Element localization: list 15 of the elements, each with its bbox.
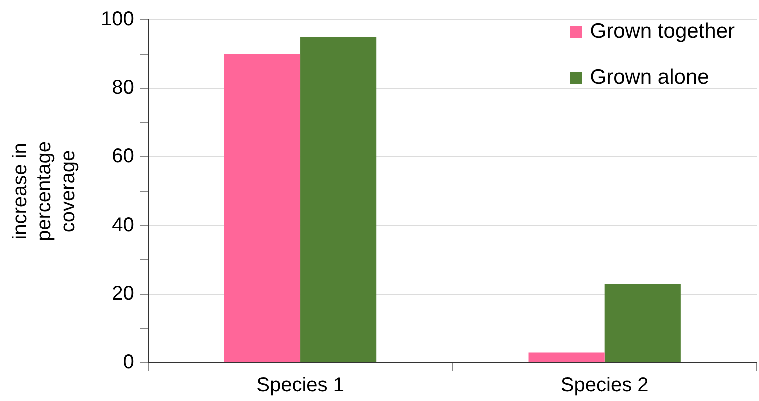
bar [528,352,605,362]
bar [224,54,301,362]
y-axis-title: increase in percentage coverage [10,141,80,242]
y-tick-label: 20 [112,282,134,305]
x-tick-label: Species 2 [560,374,649,397]
y-tick-label: 80 [112,77,134,100]
bar [604,284,681,362]
legend-label: Grown alone [590,66,710,90]
y-tick-label: 40 [112,214,134,236]
bar [300,37,377,362]
y-tick-label: 60 [112,146,134,168]
y-tick-label: 100 [100,8,134,31]
x-tick-label: Species 1 [256,374,344,397]
y-tick-label: 0 [123,352,134,374]
legend-label: Grown together [590,20,735,44]
